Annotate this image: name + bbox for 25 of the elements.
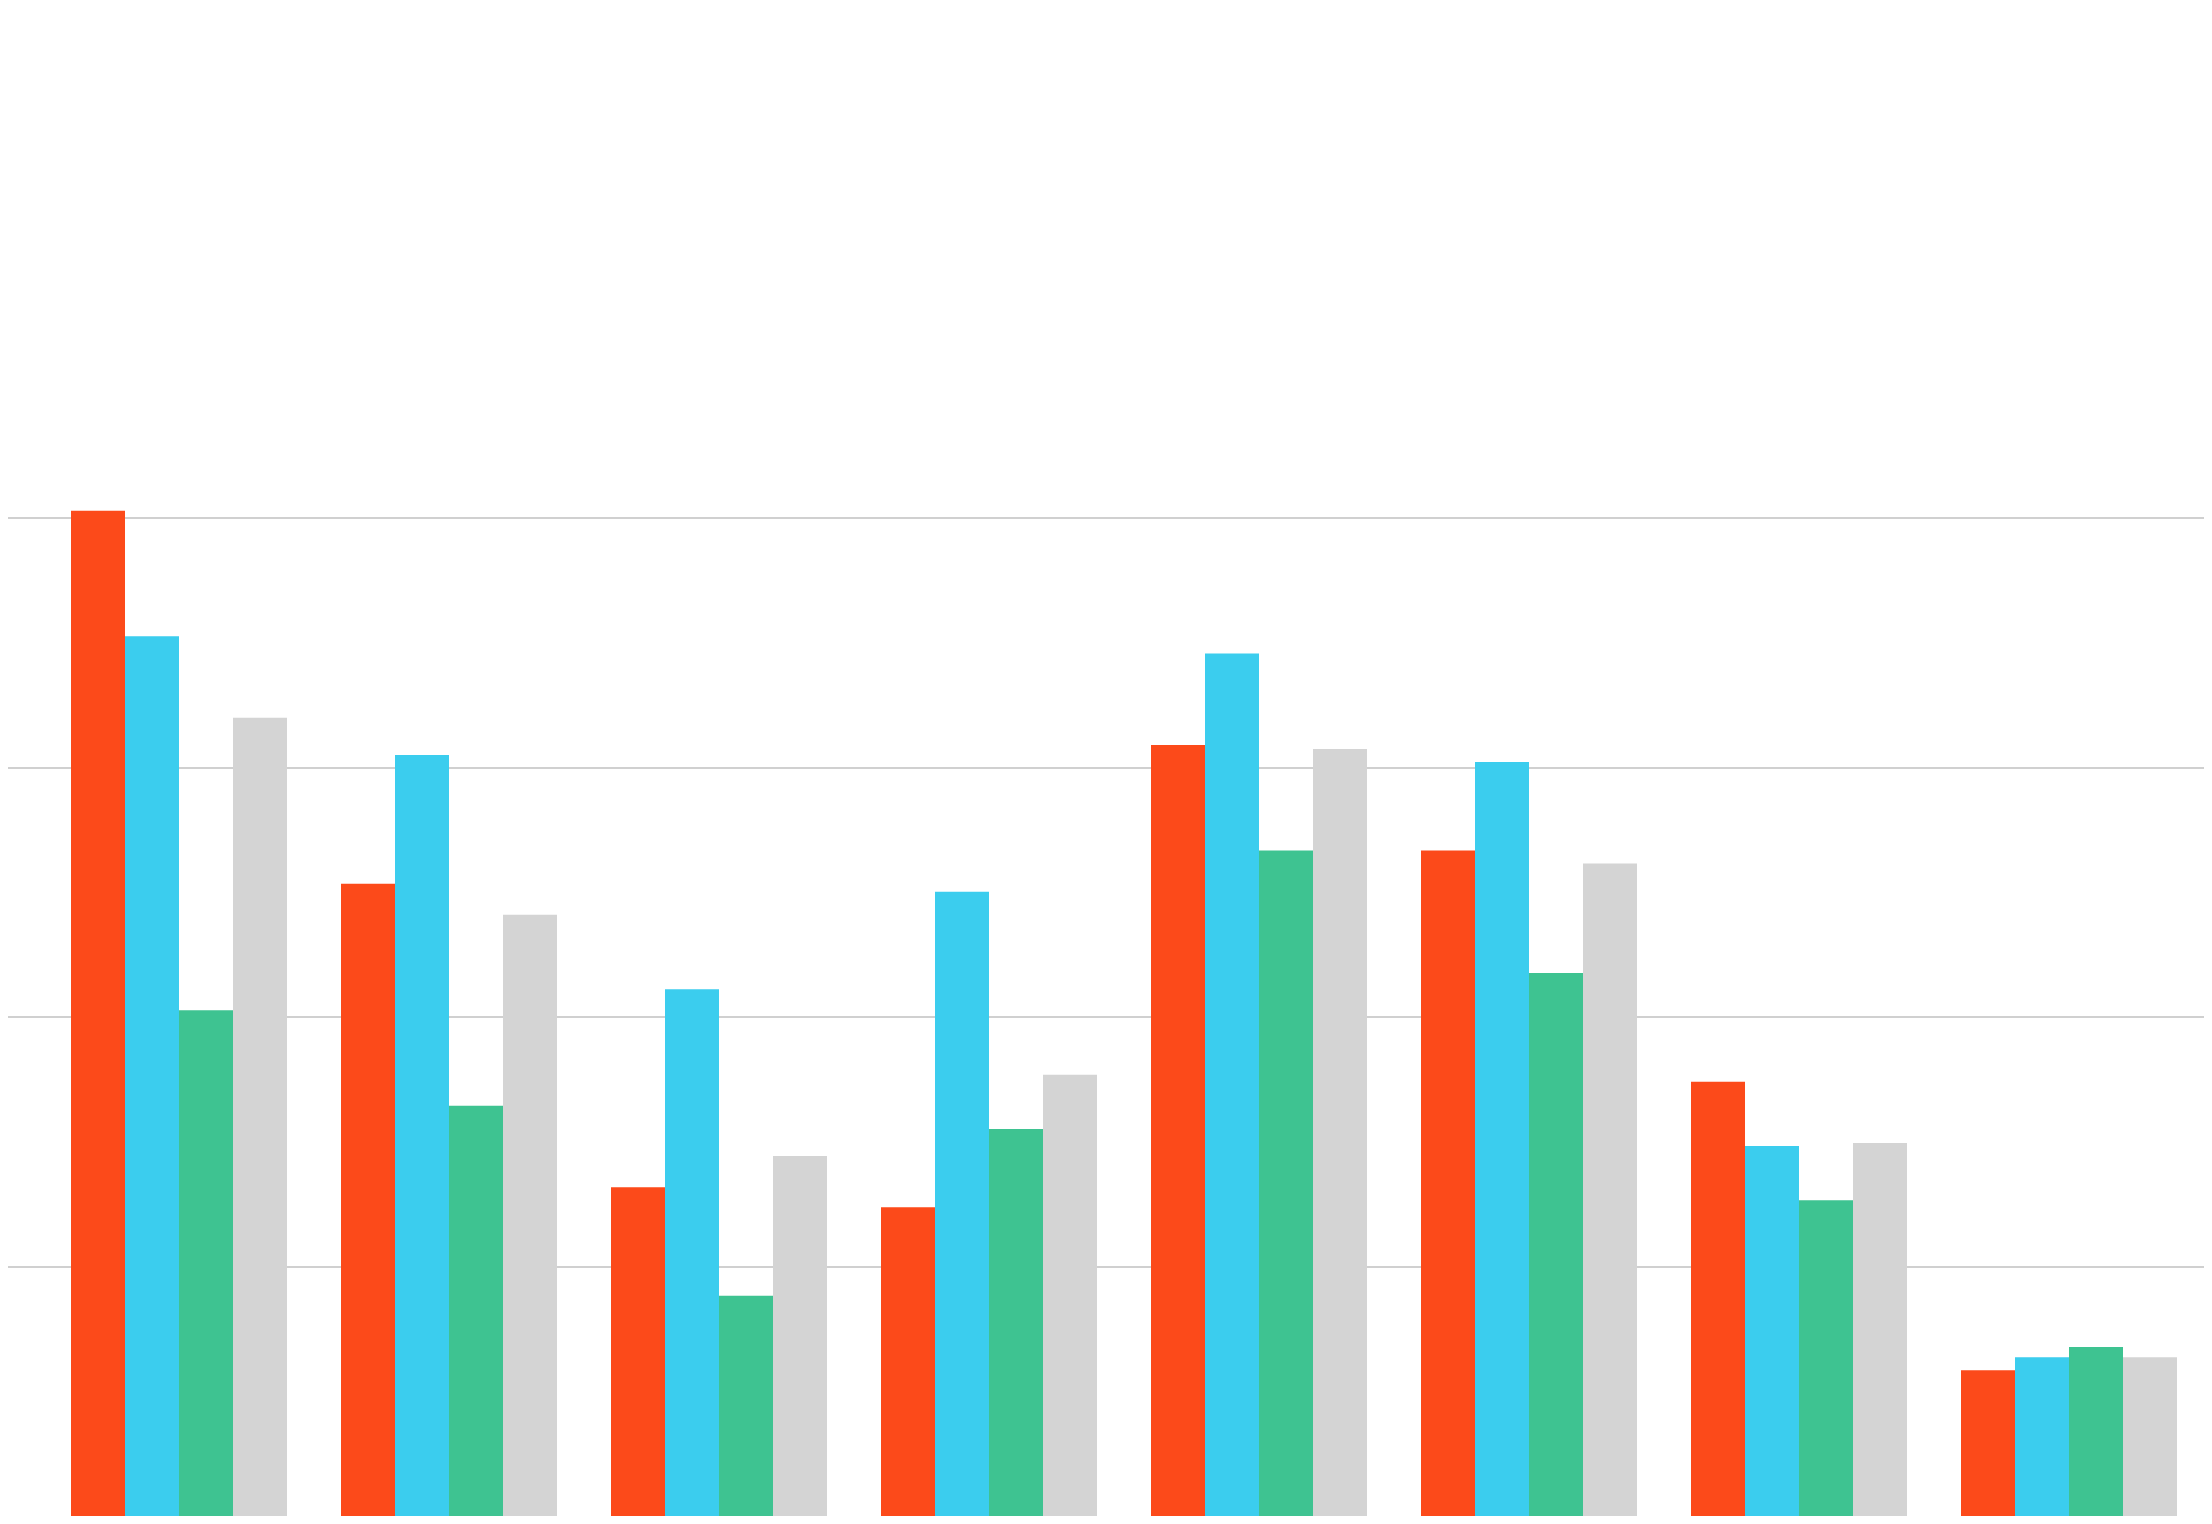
bar	[881, 1207, 935, 1516]
bar	[1259, 850, 1313, 1516]
bar	[989, 1128, 1043, 1516]
bar	[1205, 653, 1259, 1516]
bar	[1961, 1370, 2015, 1516]
bar	[1151, 744, 1205, 1516]
bar	[935, 891, 989, 1516]
bar	[395, 754, 449, 1516]
bar	[2015, 1357, 2069, 1516]
bar	[1421, 850, 1475, 1516]
bar	[179, 1010, 233, 1516]
bar	[1475, 762, 1529, 1516]
bar	[2123, 1357, 2177, 1516]
bar	[449, 1105, 503, 1516]
bar	[665, 989, 719, 1516]
bar	[341, 883, 395, 1516]
bar	[1745, 1146, 1799, 1516]
bar	[1529, 973, 1583, 1516]
bar	[125, 636, 179, 1516]
bar	[1691, 1081, 1745, 1516]
bar	[611, 1187, 665, 1516]
bar	[2069, 1347, 2123, 1516]
bar	[719, 1295, 773, 1516]
bar	[71, 510, 125, 1516]
bar	[1799, 1200, 1853, 1516]
